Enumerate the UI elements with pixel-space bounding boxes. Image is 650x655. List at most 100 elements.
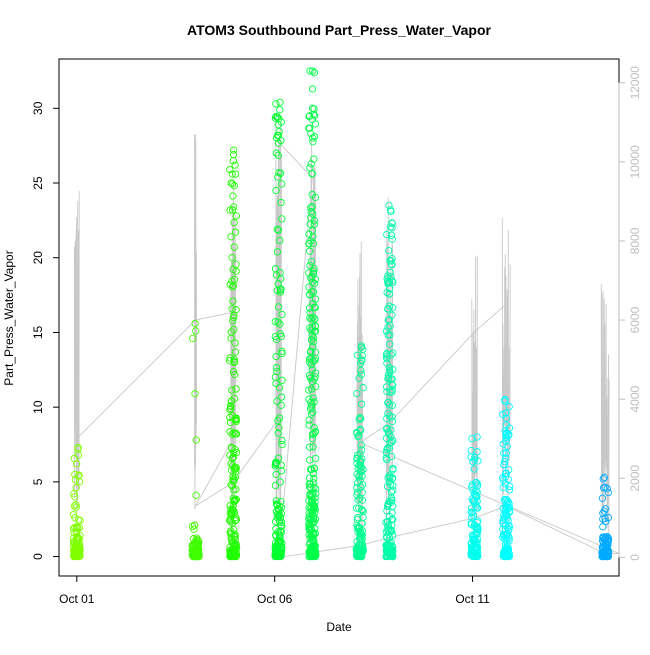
data-point: [385, 520, 393, 529]
data-point: [468, 483, 476, 491]
data-point: [353, 351, 362, 359]
data-point: [385, 246, 393, 255]
data-point: [308, 331, 316, 339]
data-point: [272, 470, 280, 479]
data-point: [272, 271, 281, 279]
x-tick-label: Oct 11: [455, 592, 490, 606]
data-point: [229, 150, 238, 159]
data-point: [271, 481, 280, 490]
data-point: [599, 534, 607, 542]
data-point: [382, 448, 391, 457]
data-point: [311, 304, 319, 312]
point-cluster: [382, 201, 397, 561]
data-point: [307, 552, 315, 561]
data-point: [599, 484, 608, 492]
data-point: [70, 502, 79, 510]
data-point: [386, 206, 395, 214]
point-cluster: [598, 473, 613, 561]
data-point: [309, 544, 317, 552]
data-point: [353, 488, 362, 496]
data-point: [504, 532, 512, 541]
data-point: [229, 192, 237, 200]
data-point: [272, 497, 280, 505]
data-point: [305, 239, 313, 248]
data-point: [305, 112, 313, 121]
data-point: [310, 483, 318, 491]
data-point: [191, 390, 199, 398]
data-point: [277, 521, 285, 529]
data-point: [274, 280, 282, 288]
data-point: [358, 519, 366, 528]
data-point: [600, 535, 608, 544]
data-point: [277, 548, 286, 557]
data-point: [604, 488, 612, 497]
data-point: [473, 493, 481, 501]
data-point: [276, 288, 285, 296]
data-point: [227, 233, 235, 241]
data-point: [307, 410, 316, 418]
altitude-spike: [194, 134, 197, 510]
data-point: [385, 363, 393, 372]
data-point: [310, 464, 319, 473]
data-point: [385, 497, 393, 506]
data-point: [502, 409, 510, 417]
data-point: [384, 525, 393, 533]
data-point: [311, 348, 320, 356]
data-point: [230, 449, 238, 457]
data-point: [501, 396, 509, 404]
data-point: [312, 382, 320, 391]
data-point: [354, 464, 362, 473]
point-cluster: [69, 443, 84, 561]
data-point: [503, 442, 511, 450]
data-point: [307, 385, 316, 393]
data-point: [389, 515, 397, 524]
data-point: [356, 530, 364, 538]
data-point: [278, 180, 286, 188]
data-point: [308, 104, 317, 112]
data-point: [306, 314, 314, 322]
data-point: [190, 521, 199, 529]
data-point: [276, 527, 285, 535]
data-point: [359, 384, 367, 392]
data-point: [305, 304, 314, 312]
data-point: [468, 513, 476, 521]
data-point: [232, 267, 240, 275]
data-point: [384, 279, 393, 287]
data-point: [309, 233, 317, 241]
data-point: [384, 398, 392, 407]
data-point: [599, 475, 607, 483]
data-point: [305, 112, 314, 120]
data-point: [467, 520, 475, 529]
data-point: [191, 319, 199, 328]
data-point: [357, 441, 365, 449]
data-point: [357, 463, 366, 472]
data-point: [227, 397, 236, 405]
data-point: [276, 545, 285, 553]
data-point: [272, 352, 280, 361]
y-tick-label: 20: [31, 251, 45, 265]
data-point: [356, 425, 364, 434]
data-point: [310, 69, 319, 77]
data-point: [307, 237, 315, 245]
data-point: [73, 523, 81, 531]
data-point: [357, 366, 365, 375]
data-point: [501, 546, 509, 554]
axes-layer: 0 5 10 15 20 25 30 0 2000 4000 6000 8000 10000 12000 O…: [31, 66, 642, 606]
data-point: [386, 439, 394, 447]
data-point: [278, 467, 286, 475]
data-point: [383, 359, 391, 367]
data-point: [504, 475, 512, 483]
data-point: [310, 264, 318, 273]
point-cluster: [352, 342, 367, 561]
data-point: [305, 230, 313, 238]
data-point: [72, 503, 80, 511]
data-point: [306, 247, 314, 255]
data-point: [354, 496, 362, 504]
data-point: [473, 480, 482, 488]
data-point: [231, 473, 239, 481]
data-point: [277, 198, 285, 207]
data-point: [355, 472, 363, 480]
data-point: [230, 243, 238, 251]
data-point: [231, 161, 239, 169]
